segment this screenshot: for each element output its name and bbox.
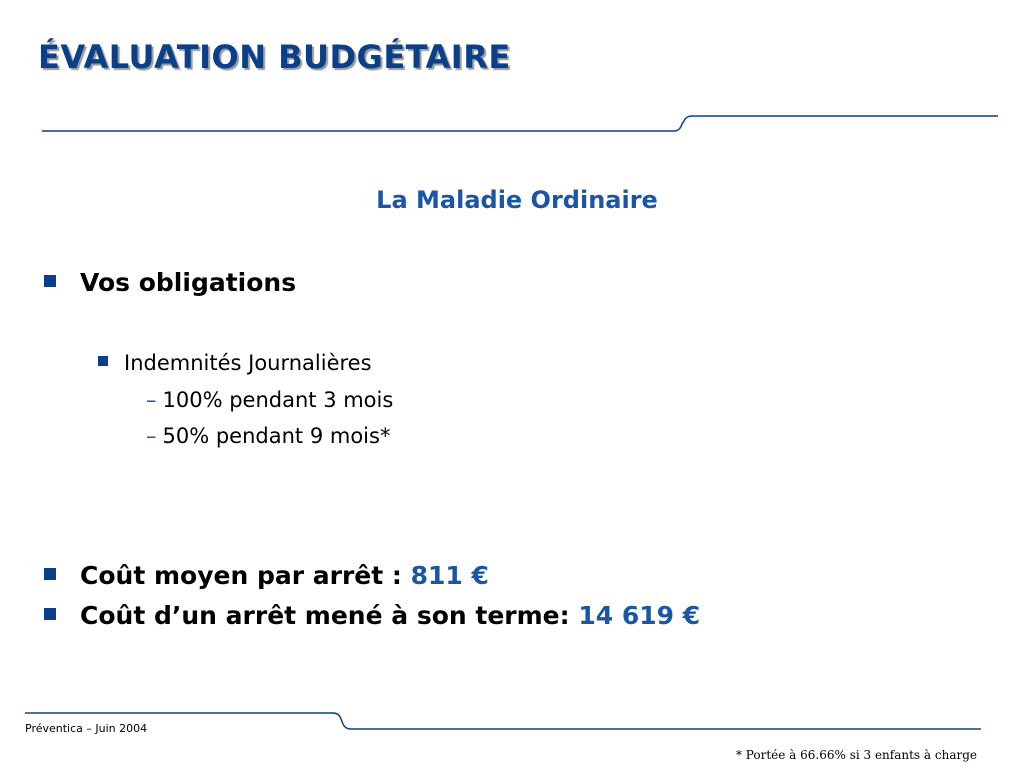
top-rule bbox=[42, 115, 998, 132]
square-bullet-icon bbox=[44, 275, 56, 287]
cost-average-value: 811 € bbox=[410, 561, 489, 590]
slide-title: ÉVALUATION BUDGÉTAIRE bbox=[38, 38, 511, 76]
footer-footnote: * Portée à 66.66% si 3 enfants à charge bbox=[735, 748, 977, 762]
cost-full-label: Coût d’un arrêt mené à son terme: bbox=[80, 601, 570, 630]
bullet-indemnites-label: Indemnités Journalières bbox=[124, 351, 372, 375]
square-bullet-icon bbox=[98, 356, 108, 366]
detail-item-2-label: 50% pendant 9 mois* bbox=[162, 424, 391, 448]
detail-item-1-label: 100% pendant 3 mois bbox=[162, 388, 394, 412]
square-bullet-icon bbox=[44, 568, 56, 580]
cost-average-label: Coût moyen par arrêt : bbox=[80, 561, 402, 590]
dash-bullet-icon: – bbox=[146, 424, 157, 448]
slide-subtitle: La Maladie Ordinaire bbox=[376, 186, 658, 214]
dash-bullet-icon: – bbox=[146, 388, 157, 412]
bullet-cost-average: Coût moyen par arrêt : 811 € bbox=[44, 561, 489, 590]
square-bullet-icon bbox=[44, 608, 56, 620]
cost-full-value: 14 619 € bbox=[578, 601, 701, 630]
bullet-cost-full: Coût d’un arrêt mené à son terme: 14 619… bbox=[44, 601, 700, 630]
bullet-obligations-label: Vos obligations bbox=[80, 268, 297, 297]
bullet-indemnites: Indemnités Journalières bbox=[98, 351, 372, 375]
bullet-obligations: Vos obligations bbox=[44, 268, 296, 297]
bottom-rule bbox=[25, 712, 981, 730]
footer-source: Préventica – Juin 2004 bbox=[25, 722, 148, 735]
detail-item-2: –50% pendant 9 mois* bbox=[146, 424, 390, 448]
detail-item-1: –100% pendant 3 mois bbox=[146, 388, 393, 412]
